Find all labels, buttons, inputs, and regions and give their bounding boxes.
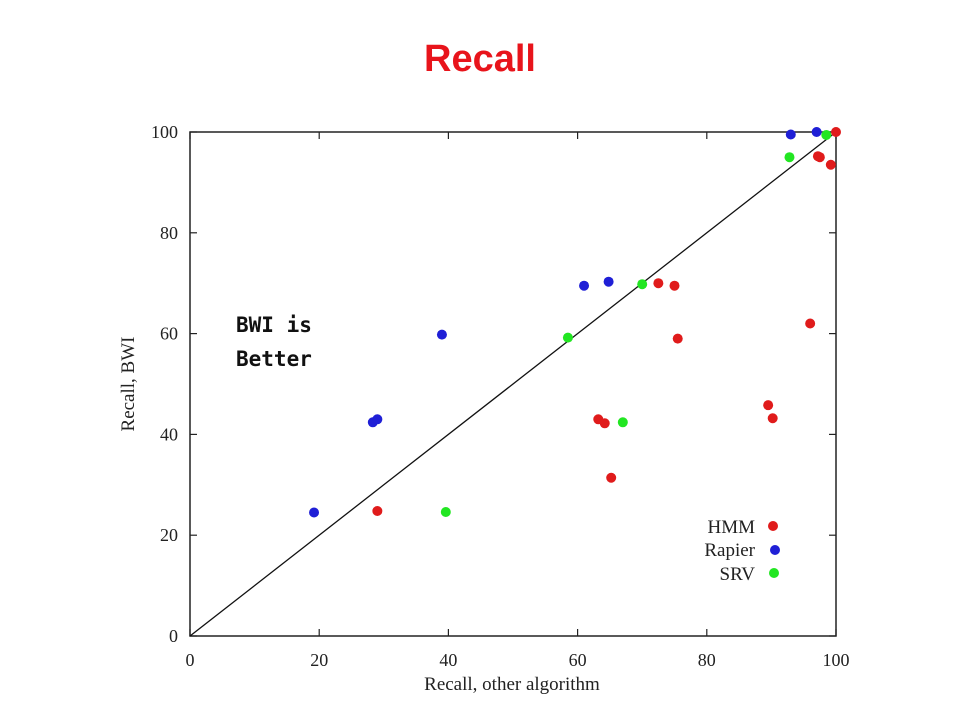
point-srv	[440, 507, 451, 518]
x-axis-label: Recall, other algorithm	[424, 674, 600, 695]
legend: HMM Rapier SRV	[704, 517, 780, 585]
x-axis-ticks: 0 20 40 60 80 100	[186, 132, 850, 670]
point-srv	[784, 152, 795, 163]
point-srv	[637, 279, 648, 290]
point-hmm	[372, 506, 383, 517]
legend-marker-srv	[769, 568, 779, 578]
point-hmm	[831, 127, 841, 137]
legend-label-rapier: Rapier	[704, 540, 755, 561]
reference-line	[189, 131, 837, 637]
point-hmm	[672, 333, 683, 344]
slide-title: Recall	[424, 38, 536, 80]
legend-label-hmm: HMM	[707, 517, 755, 538]
data-points	[309, 127, 841, 518]
annotation-line-1: BWI is	[236, 313, 312, 337]
point-srv	[617, 417, 628, 428]
y-tick-label: 0	[169, 626, 178, 646]
x-tick-label: 0	[186, 650, 195, 670]
legend-marker-hmm	[768, 521, 778, 531]
point-hmm	[669, 280, 680, 291]
point-hmm	[767, 413, 778, 424]
x-tick-label: 60	[569, 650, 587, 670]
point-srv	[562, 332, 573, 343]
y-tick-label: 40	[160, 424, 178, 444]
point-srv	[821, 130, 832, 141]
point-hmm	[599, 418, 610, 429]
point-rapier	[811, 127, 822, 137]
point-hmm	[653, 278, 664, 289]
x-tick-label: 40	[439, 650, 457, 670]
x-tick-label: 80	[698, 650, 716, 670]
y-tick-label: 20	[160, 525, 178, 545]
point-hmm	[825, 159, 836, 170]
annotation-line-2: Better	[236, 347, 312, 371]
y-tick-label: 60	[160, 324, 178, 344]
point-rapier	[309, 507, 320, 518]
point-rapier	[785, 129, 796, 140]
point-rapier	[603, 276, 614, 287]
y-tick-label: 100	[151, 122, 178, 142]
point-hmm	[814, 152, 825, 163]
x-tick-label: 20	[310, 650, 328, 670]
point-rapier	[372, 414, 383, 425]
point-rapier	[579, 280, 590, 291]
y-axis-label: Recall, BWI	[118, 337, 139, 432]
y-tick-label: 80	[160, 223, 178, 243]
plot-frame	[189, 131, 837, 637]
point-hmm	[763, 400, 774, 411]
legend-label-srv: SRV	[720, 564, 756, 585]
point-rapier	[436, 329, 447, 340]
point-hmm	[805, 318, 816, 329]
legend-marker-rapier	[770, 545, 780, 555]
x-tick-label: 100	[823, 650, 850, 670]
point-hmm	[606, 472, 617, 483]
